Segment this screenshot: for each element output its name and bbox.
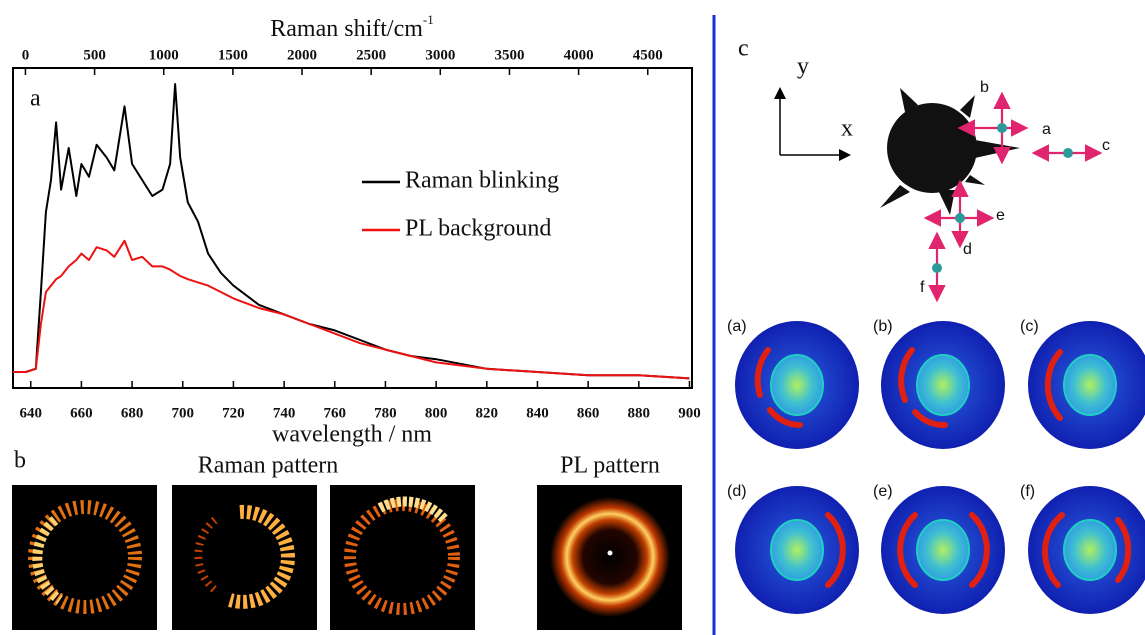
- simulations: (a) (b) (c) (d) (e) (f): [727, 318, 1145, 614]
- x-tick-label: 720: [222, 405, 245, 421]
- simulation-lobe: [898, 347, 915, 403]
- point-label: b: [980, 79, 989, 96]
- panel-label: c: [738, 36, 749, 62]
- point-label: d: [963, 241, 972, 258]
- particle-spike: [880, 88, 1020, 215]
- pattern-ring: [194, 516, 218, 594]
- x2-tick-label: 2500: [356, 47, 386, 63]
- simulation-lobe: [825, 512, 846, 588]
- x-tick-label: 640: [19, 405, 42, 421]
- dipole-point: [932, 263, 942, 273]
- simulation-label: (e): [873, 483, 893, 500]
- simulation-label: (f): [1020, 483, 1035, 500]
- pattern-images: [12, 485, 682, 630]
- point-label: a: [1042, 121, 1051, 138]
- simulation-lobe: [1044, 349, 1063, 421]
- simulation-label: (a): [727, 318, 747, 335]
- legend-label: Raman blinking: [405, 168, 559, 194]
- particle: [887, 103, 977, 193]
- x-tick-label: 840: [526, 405, 549, 421]
- x-tick-label: 820: [476, 405, 499, 421]
- dipole-point: [997, 123, 1007, 133]
- pattern-ring: [227, 504, 295, 609]
- x-tick-label: 680: [121, 405, 144, 421]
- axis-label: x: [841, 116, 853, 142]
- x2-axis-title-sup: -1: [423, 12, 434, 27]
- x2-tick-label: 2000: [287, 47, 317, 63]
- point-label: c: [1102, 137, 1110, 154]
- simulation-lobe: [754, 347, 771, 398]
- simulation-lobe: [1042, 512, 1065, 588]
- point-label: e: [996, 207, 1005, 224]
- x-tick-label: 860: [577, 405, 600, 421]
- x2-tick-label: 4000: [564, 47, 594, 63]
- pattern-title: Raman pattern: [198, 453, 339, 479]
- x2-axis-title: Raman shift/cm-1: [270, 12, 433, 42]
- axis-label: y: [797, 54, 809, 80]
- dipole-point: [955, 213, 965, 223]
- point-label: f: [920, 279, 925, 296]
- x2-axis-title-text: Raman shift/cm: [270, 16, 423, 42]
- x-tick-label: 660: [70, 405, 93, 421]
- x2-tick-label: 1500: [218, 47, 248, 63]
- panel-label: b: [14, 448, 26, 474]
- legend-label: PL background: [405, 216, 551, 242]
- x-tick-label: 740: [273, 405, 296, 421]
- pattern-ring: [344, 499, 460, 615]
- simulation-lobe: [912, 409, 948, 429]
- x-tick-label: 880: [628, 405, 651, 421]
- simulation-lobe: [767, 407, 803, 429]
- simulation-lobe: [897, 512, 918, 588]
- series-line: [13, 239, 690, 380]
- pattern-ring: [550, 497, 670, 617]
- diagram: y x a b c d e f: [774, 54, 1110, 303]
- simulation-label: (c): [1020, 318, 1039, 335]
- x-tick-label: 800: [425, 405, 448, 421]
- simulation-core: [916, 519, 970, 581]
- x2-tick-label: 1000: [149, 47, 179, 63]
- simulation-label: (d): [727, 483, 747, 500]
- simulation-core: [916, 354, 970, 416]
- x-axis-title: wavelength / nm: [272, 422, 432, 448]
- x-tick-label: 780: [374, 405, 397, 421]
- pattern-center: [607, 550, 613, 556]
- x-tick-label: 760: [324, 405, 347, 421]
- x-tick-label: 700: [172, 405, 195, 421]
- simulation-core: [770, 354, 824, 416]
- pattern-title: PL pattern: [560, 453, 660, 479]
- pattern-bright: [377, 496, 449, 524]
- x2-tick-label: 3000: [425, 47, 455, 63]
- simulation-lobe: [1115, 517, 1132, 583]
- simulation-label: (b): [873, 318, 893, 335]
- simulation-core: [1063, 519, 1117, 581]
- plot-frame: [12, 67, 693, 389]
- x2-tick-label: 0: [22, 47, 30, 63]
- x2-tick-label: 3500: [494, 47, 524, 63]
- panel-label: a: [30, 86, 41, 112]
- x2-tick-label: 500: [83, 47, 106, 63]
- x-tick-label: 900: [678, 405, 701, 421]
- dipole-point: [1063, 148, 1073, 158]
- x2-tick-label: 4500: [633, 47, 663, 63]
- simulation-core: [1063, 354, 1117, 416]
- simulation-core: [770, 519, 824, 581]
- series-line: [13, 83, 690, 380]
- simulation-lobe: [969, 512, 990, 588]
